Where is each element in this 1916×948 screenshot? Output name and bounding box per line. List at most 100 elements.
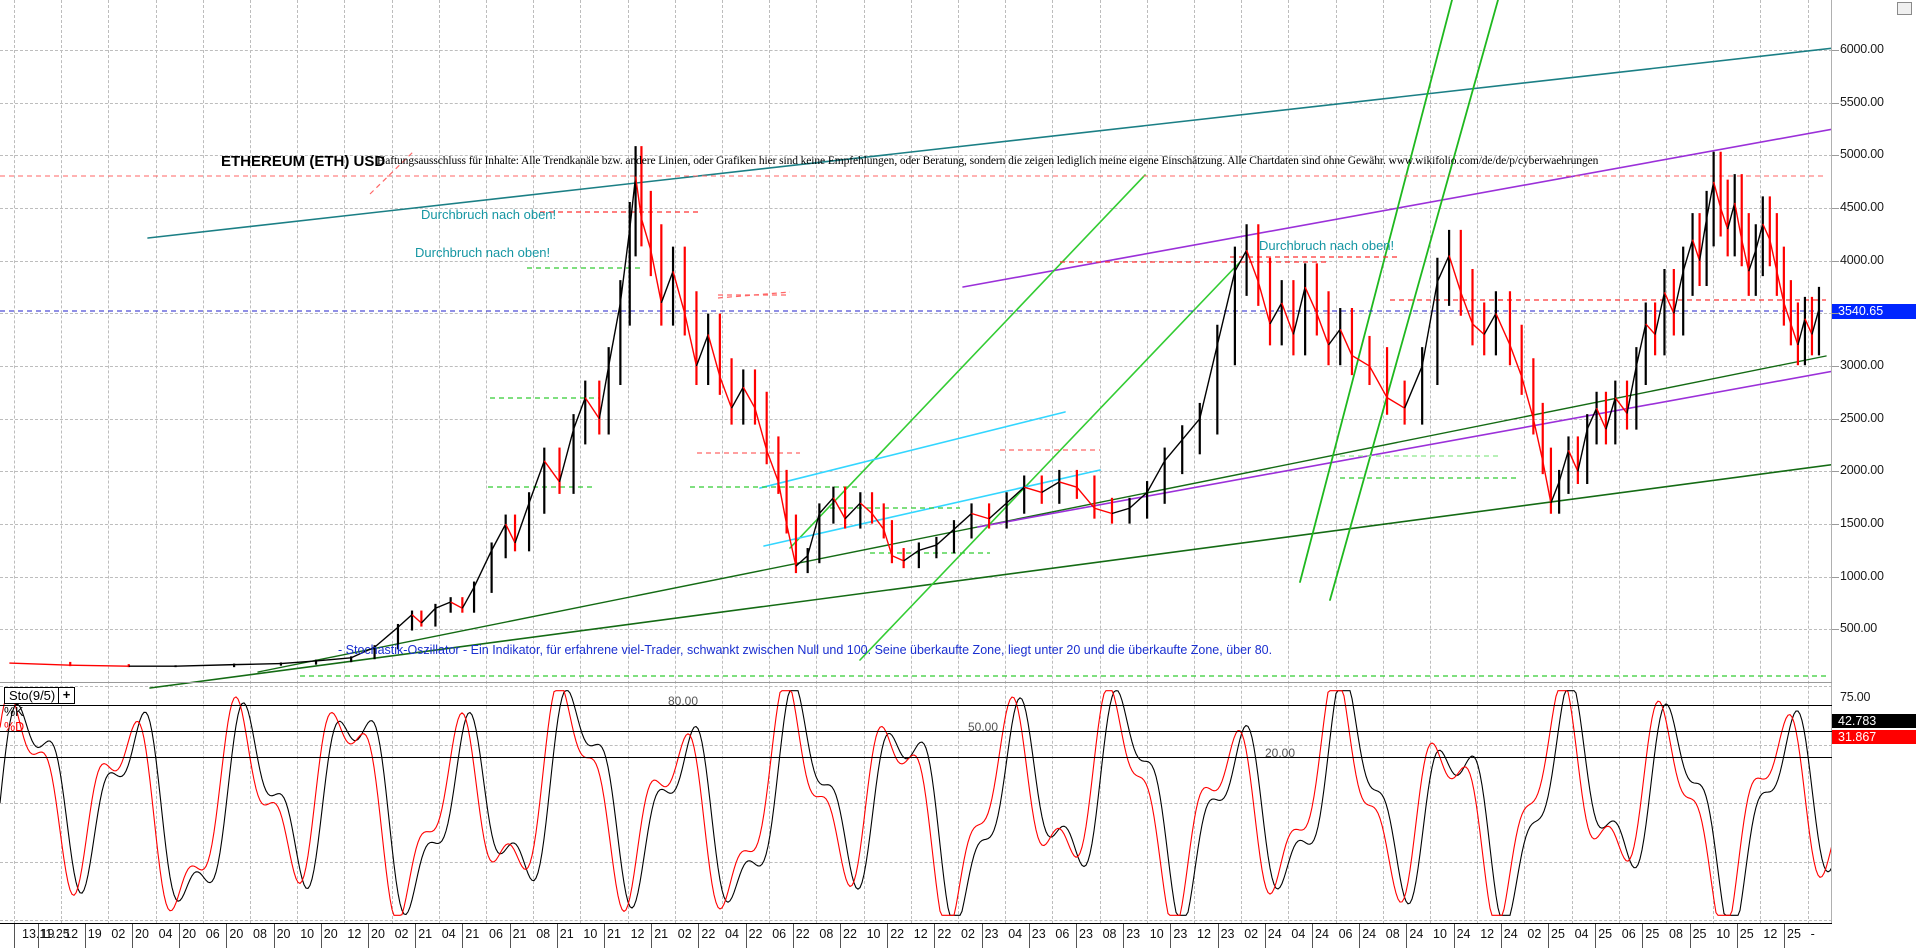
grid-line-horizontal bbox=[0, 524, 1832, 526]
grid-line-vertical bbox=[1382, 0, 1384, 924]
x-tick-label: 21 bbox=[654, 927, 669, 941]
x-tick-separator bbox=[132, 924, 133, 948]
price-tick-label: 3000.00 bbox=[1840, 358, 1884, 373]
x-tick-label: 23 bbox=[984, 927, 999, 941]
x-tick-label: 21 bbox=[418, 927, 433, 941]
grid-line-vertical bbox=[1146, 0, 1148, 924]
x-tick-separator bbox=[179, 924, 181, 948]
x-tick-label: 04 bbox=[1574, 927, 1589, 941]
x-tick-separator bbox=[840, 924, 841, 948]
x-tick-label: 08 bbox=[819, 927, 834, 941]
price-tick bbox=[1832, 50, 1839, 52]
x-tick-label: 23 bbox=[1031, 927, 1046, 941]
grid-line-vertical bbox=[486, 0, 487, 924]
x-tick-label: 25 bbox=[1598, 927, 1613, 941]
x-tick-label: 12 bbox=[347, 927, 362, 941]
x-tick-label: 10 bbox=[583, 927, 598, 941]
x-tick-label: 06 bbox=[1621, 927, 1636, 941]
oscillator-level-50 bbox=[0, 731, 1832, 732]
x-tick-label: 08 bbox=[1102, 927, 1117, 941]
price-tick bbox=[1832, 576, 1839, 578]
grid-line-vertical bbox=[344, 0, 346, 924]
x-tick-label: 25 bbox=[1645, 927, 1660, 941]
x-tick-label: 02 bbox=[111, 927, 126, 941]
x-tick-separator bbox=[1736, 924, 1738, 948]
grid-line-horizontal bbox=[0, 50, 1832, 52]
x-tick-separator bbox=[1123, 924, 1125, 948]
grid-line-vertical bbox=[533, 0, 535, 924]
x-tick-separator bbox=[37, 924, 39, 948]
grid-line-vertical bbox=[627, 0, 629, 924]
collapse-button[interactable] bbox=[1897, 2, 1912, 15]
grid-line-vertical bbox=[1005, 0, 1007, 924]
x-tick-label: 24 bbox=[1503, 927, 1518, 941]
grid-line-horizontal bbox=[0, 576, 1832, 578]
x-tick-separator bbox=[1028, 924, 1030, 948]
grid-line-vertical bbox=[1052, 0, 1054, 924]
oscillator-name-badge[interactable]: Sto(9/5) bbox=[4, 687, 61, 704]
x-tick-label: 12 bbox=[64, 927, 79, 941]
x-tick-label: 06 bbox=[489, 927, 503, 941]
x-tick-label: 19 bbox=[87, 927, 102, 941]
x-tick-separator bbox=[934, 924, 936, 948]
x-tick-label: 10 bbox=[1433, 927, 1447, 941]
price-tick bbox=[1832, 260, 1839, 262]
price-tick bbox=[1832, 313, 1839, 315]
price-tick bbox=[1832, 208, 1839, 210]
x-tick-label: 02 bbox=[1527, 927, 1542, 941]
grid-line-vertical bbox=[250, 0, 251, 924]
x-tick-separator bbox=[415, 924, 417, 948]
grid-line-vertical bbox=[1099, 0, 1101, 924]
x-tick-label: 10 bbox=[300, 927, 315, 941]
grid-line-vertical bbox=[1430, 0, 1431, 924]
x-tick-separator bbox=[698, 924, 700, 948]
expand-icon[interactable]: + bbox=[58, 687, 75, 704]
x-tick-separator bbox=[1264, 924, 1266, 948]
oscillator-level-20 bbox=[0, 757, 1832, 758]
grid-line-vertical bbox=[108, 0, 110, 924]
x-tick-separator bbox=[84, 924, 86, 948]
x-tick-separator bbox=[14, 924, 15, 948]
grid-line-vertical bbox=[1477, 0, 1479, 924]
breakout-annotation-3: Durchbruch nach oben! bbox=[1259, 238, 1395, 253]
oscillator-d-label: %D bbox=[4, 720, 25, 734]
grid-line-vertical bbox=[1713, 0, 1715, 924]
x-tick-label: 12 bbox=[1480, 927, 1495, 941]
x-tick-label: 08 bbox=[1385, 927, 1400, 941]
x-tick-separator bbox=[320, 924, 322, 948]
oscillator-d-value: 31.867 bbox=[1832, 730, 1916, 744]
x-tick-separator bbox=[1406, 924, 1408, 948]
x-tick-label: 12 bbox=[630, 927, 645, 941]
grid-line-horizontal-oscillator bbox=[0, 861, 1832, 863]
x-tick-label: 22 bbox=[843, 927, 857, 941]
grid-line-horizontal bbox=[0, 418, 1832, 420]
grid-line-vertical bbox=[769, 0, 771, 924]
x-tick-label: 10 bbox=[1716, 927, 1731, 941]
grid-line-vertical bbox=[1807, 0, 1809, 924]
x-tick-label: 24 bbox=[1362, 927, 1377, 941]
price-tick-label: 2000.00 bbox=[1840, 463, 1884, 478]
price-axis[interactable]: 6000.005500.005000.004500.004000.003500.… bbox=[1831, 0, 1916, 948]
grid-line-vertical bbox=[1335, 0, 1337, 924]
grid-line-horizontal bbox=[0, 260, 1832, 262]
x-tick-label: 06 bbox=[1055, 927, 1070, 941]
x-tick-label: 12 bbox=[1763, 927, 1778, 941]
grid-line-vertical bbox=[910, 0, 912, 924]
stochastik-note: - Stochastik-Oszillator - Ein Indikator,… bbox=[338, 643, 1273, 657]
x-tick-label: - bbox=[1810, 927, 1815, 941]
x-tick-label: 20 bbox=[182, 927, 197, 941]
grid-line-vertical bbox=[1760, 0, 1762, 924]
grid-line-vertical bbox=[722, 0, 723, 924]
price-tick-label: 6000.00 bbox=[1840, 42, 1884, 57]
x-tick-separator bbox=[368, 924, 369, 948]
oscillator-level-80 bbox=[0, 705, 1832, 706]
x-axis[interactable]: 13.11.25 19 12 19 02 20 04 20 06 20 08 20 10 20 12 20 02… bbox=[0, 923, 1832, 948]
x-tick-label: 23 bbox=[1126, 927, 1141, 941]
price-tick-label: 1500.00 bbox=[1840, 516, 1884, 531]
x-tick-label: 10 bbox=[866, 927, 881, 941]
price-tick-label: 5500.00 bbox=[1840, 94, 1884, 109]
x-tick-label: 08 bbox=[253, 927, 267, 941]
x-tick-label: 04 bbox=[1008, 927, 1023, 941]
x-tick-label: 24 bbox=[1456, 927, 1471, 941]
